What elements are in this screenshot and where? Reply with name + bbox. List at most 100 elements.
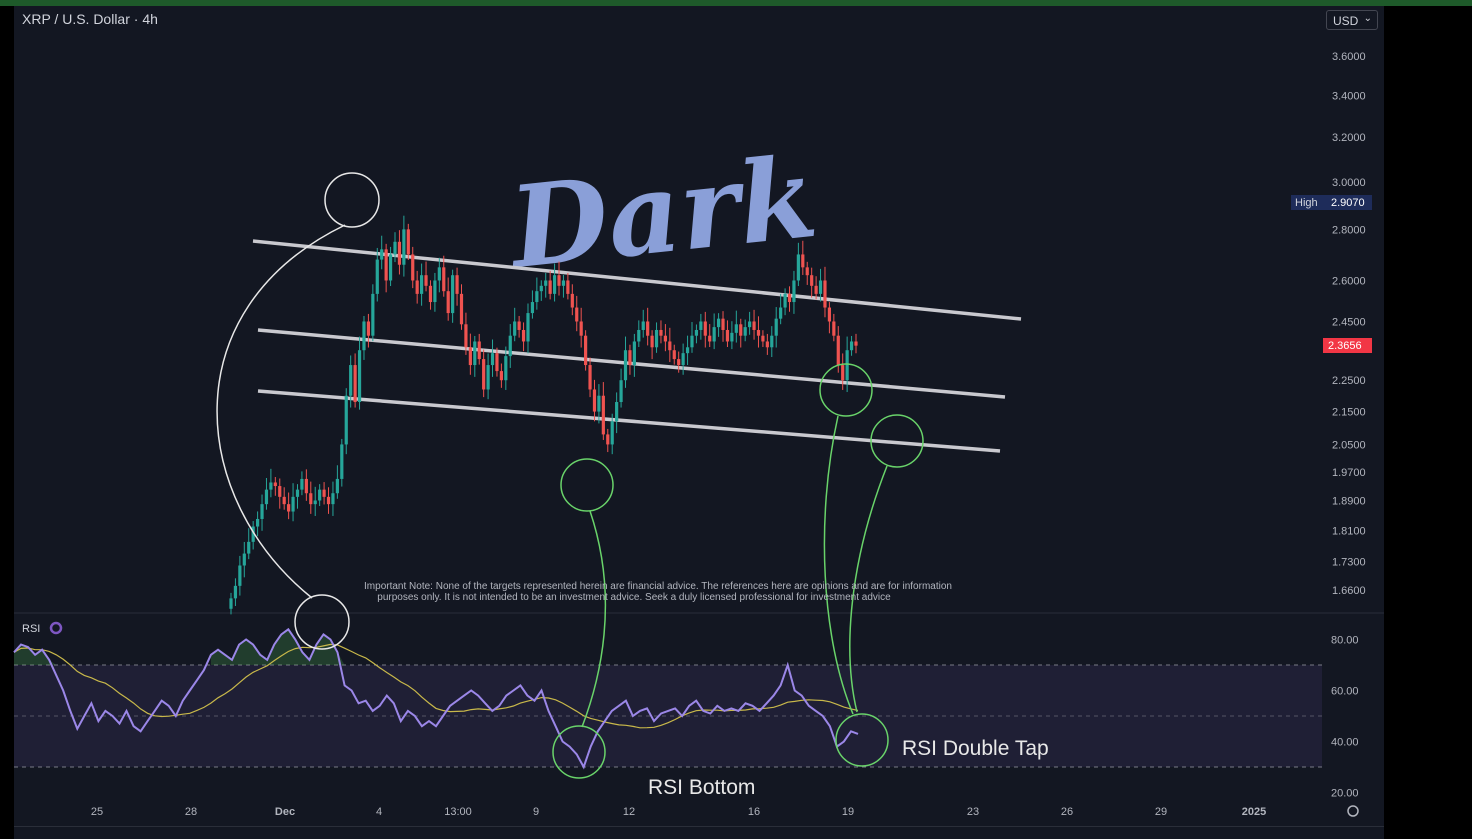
candle-body	[499, 371, 503, 381]
candle	[827, 302, 832, 334]
candle	[451, 269, 455, 323]
currency-select[interactable]: USD ⌄	[1326, 10, 1378, 30]
candle	[708, 324, 712, 348]
candle-body	[810, 275, 814, 286]
price-tick-7: 2.2500	[1332, 375, 1366, 387]
candle	[313, 486, 317, 516]
rsi-settings-icon[interactable]	[49, 621, 63, 635]
candle-body	[322, 489, 326, 497]
candle-body	[783, 293, 787, 308]
candle-body	[818, 280, 823, 294]
candle-body	[260, 504, 264, 519]
candle-body	[349, 365, 353, 396]
candle	[477, 333, 481, 365]
annotation-arc-green-2[interactable]	[823, 415, 854, 715]
price-tick-1: 3.4000	[1332, 90, 1366, 102]
annotation-circle-rsi-top[interactable]	[294, 594, 350, 650]
high-tag-label: High	[1295, 197, 1318, 209]
candle	[375, 247, 379, 302]
candle	[229, 592, 233, 615]
candle	[269, 468, 273, 498]
annotation-arc-white[interactable]	[216, 224, 346, 599]
candle-body	[331, 493, 335, 505]
candle	[818, 268, 823, 302]
candle-body	[535, 291, 539, 303]
candle	[770, 326, 774, 358]
candle-body	[375, 259, 379, 294]
candle	[340, 438, 344, 487]
rsi-axis[interactable]: 80.00 60.00 40.00 20.00	[1331, 635, 1359, 800]
annotation-circle-rsi-double-tap[interactable]	[835, 713, 889, 767]
candle-body	[468, 347, 472, 366]
rsi-tick-1: 60.00	[1331, 686, 1359, 698]
annotation-circle-rsi-bottom[interactable]	[552, 725, 606, 779]
candle-body	[238, 565, 242, 586]
candle	[792, 270, 796, 314]
candle	[513, 307, 517, 342]
candle-body	[552, 275, 557, 294]
candle	[300, 471, 304, 496]
annotation-circle-channel-mid[interactable]	[819, 363, 873, 417]
candle-body	[561, 280, 566, 286]
price-tick-8: 2.1500	[1332, 407, 1366, 419]
channel-line-lower[interactable]	[257, 389, 1001, 453]
candle-body	[309, 493, 313, 505]
candle-body	[637, 329, 641, 342]
candle-body	[517, 321, 521, 330]
time-tick-10: 26	[1061, 806, 1073, 818]
price-axis[interactable]: 3.6000 3.4000 3.2000 3.0000 2.8000 2.6000 2.45…	[1332, 51, 1366, 597]
rsi-ma-line	[13, 643, 859, 729]
candle-body	[393, 241, 397, 255]
candle	[428, 280, 433, 310]
candle-body	[539, 285, 543, 292]
annotation-arc-green-3[interactable]	[849, 465, 888, 713]
candle-body	[451, 275, 455, 314]
candle-body	[748, 321, 752, 328]
candle	[295, 484, 300, 509]
annotation-circle-channel-low[interactable]	[870, 414, 924, 468]
candle	[734, 310, 738, 343]
candle-body	[761, 335, 765, 342]
candle-body	[508, 335, 512, 357]
candle-body	[269, 482, 273, 490]
candle-body	[384, 249, 388, 281]
candle-body	[490, 353, 495, 366]
time-axis[interactable]: 25 28 Dec 4 13:00 9 12 16 19 23 26 29 2025	[91, 806, 1266, 818]
price-tick-10: 1.9700	[1332, 467, 1366, 479]
candle-body	[473, 341, 477, 366]
candle-body	[411, 254, 415, 281]
candle-body	[796, 254, 800, 281]
candle	[473, 335, 477, 377]
candle	[233, 578, 238, 606]
candle-body	[255, 518, 260, 527]
candle	[787, 286, 792, 312]
candle-body	[344, 395, 348, 445]
candle	[442, 255, 446, 297]
annotation-arc-green-1[interactable]	[581, 510, 607, 728]
candle	[406, 223, 410, 260]
candle	[499, 363, 503, 388]
gear-icon[interactable]	[1347, 805, 1359, 817]
candle	[251, 521, 255, 550]
candle-body	[295, 489, 300, 497]
candle	[482, 349, 486, 398]
candle-body	[694, 329, 699, 336]
candle-body	[371, 293, 375, 336]
time-tick-0: 25	[91, 806, 103, 818]
candle	[694, 324, 699, 344]
candle	[739, 318, 743, 348]
candle	[654, 322, 659, 353]
annotation-circle-price-low[interactable]	[560, 458, 614, 512]
candle	[725, 320, 730, 348]
candle	[570, 284, 574, 316]
candle-body	[273, 482, 277, 487]
candle	[637, 320, 641, 348]
rsi-tick-2: 40.00	[1331, 737, 1359, 749]
symbol-title[interactable]: XRP / U.S. Dollar · 4h	[22, 11, 158, 27]
candle	[402, 215, 406, 277]
time-tick-12: 2025	[1242, 806, 1266, 818]
rsi-double-tap-label: RSI Double Tap	[902, 737, 1049, 760]
candle	[380, 235, 384, 270]
candle-body	[278, 486, 282, 497]
annotation-circle-price-top[interactable]	[324, 172, 380, 228]
